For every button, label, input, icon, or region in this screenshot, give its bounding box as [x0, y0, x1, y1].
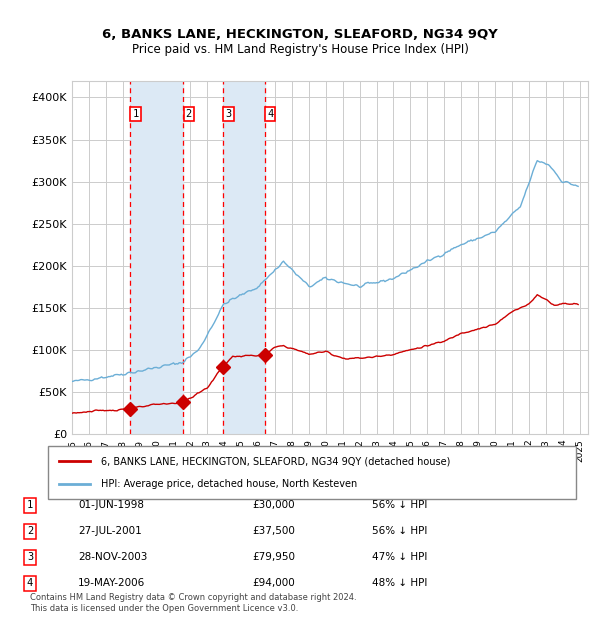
Text: 2: 2: [185, 109, 192, 119]
Text: 3: 3: [225, 109, 232, 119]
Text: 28-NOV-2003: 28-NOV-2003: [78, 552, 148, 562]
Text: 6, BANKS LANE, HECKINGTON, SLEAFORD, NG34 9QY: 6, BANKS LANE, HECKINGTON, SLEAFORD, NG3…: [102, 28, 498, 41]
Text: 19-MAY-2006: 19-MAY-2006: [78, 578, 145, 588]
Text: Price paid vs. HM Land Registry's House Price Index (HPI): Price paid vs. HM Land Registry's House …: [131, 43, 469, 56]
Text: 56% ↓ HPI: 56% ↓ HPI: [372, 500, 427, 510]
Text: 48% ↓ HPI: 48% ↓ HPI: [372, 578, 427, 588]
Text: £94,000: £94,000: [252, 578, 295, 588]
Text: £37,500: £37,500: [252, 526, 295, 536]
Text: 4: 4: [267, 109, 274, 119]
Text: 4: 4: [27, 578, 33, 588]
Text: 47% ↓ HPI: 47% ↓ HPI: [372, 552, 427, 562]
Text: 1: 1: [27, 500, 33, 510]
Text: £30,000: £30,000: [252, 500, 295, 510]
Text: 1: 1: [133, 109, 139, 119]
Bar: [130, 81, 183, 434]
Text: 01-JUN-1998: 01-JUN-1998: [78, 500, 144, 510]
Text: Contains HM Land Registry data © Crown copyright and database right 2024.
This d: Contains HM Land Registry data © Crown c…: [30, 593, 356, 613]
Text: 27-JUL-2001: 27-JUL-2001: [78, 526, 142, 536]
Text: 6, BANKS LANE, HECKINGTON, SLEAFORD, NG34 9QY (detached house): 6, BANKS LANE, HECKINGTON, SLEAFORD, NG3…: [101, 456, 450, 466]
Text: HPI: Average price, detached house, North Kesteven: HPI: Average price, detached house, Nort…: [101, 479, 357, 489]
Text: 56% ↓ HPI: 56% ↓ HPI: [372, 526, 427, 536]
Text: £79,950: £79,950: [252, 552, 295, 562]
FancyBboxPatch shape: [48, 446, 576, 499]
Bar: [223, 81, 265, 434]
Text: 3: 3: [27, 552, 33, 562]
Text: 2: 2: [27, 526, 33, 536]
